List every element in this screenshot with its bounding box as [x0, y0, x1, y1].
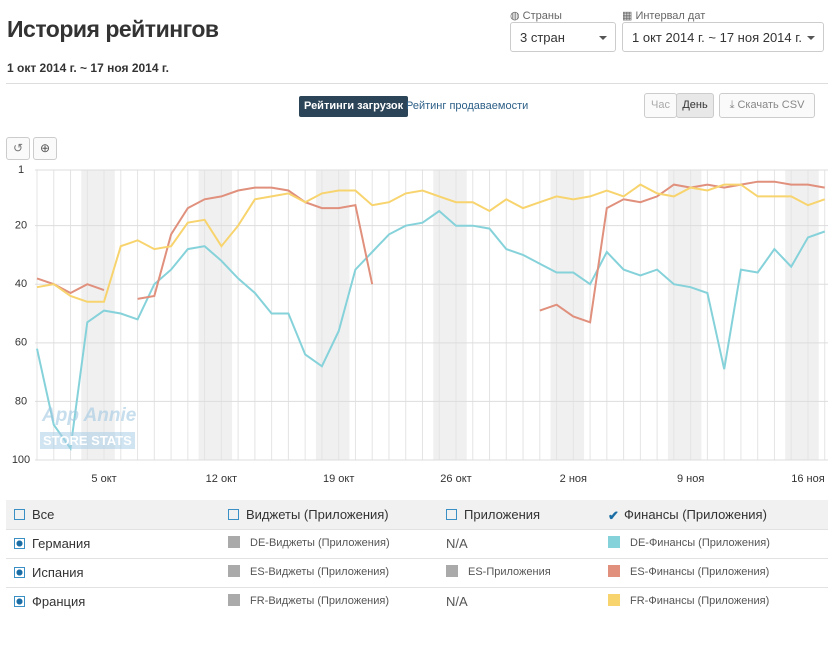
x-tick-label: 12 окт: [206, 473, 237, 485]
weekend-band: [198, 170, 233, 460]
label: DE-Финансы (Приложения): [630, 537, 770, 549]
swatch: [608, 594, 620, 606]
x-tick-label: 26 окт: [440, 473, 471, 485]
y-tick-label: 40: [15, 278, 27, 290]
x-tick-label: 19 окт: [323, 473, 354, 485]
legend-cell[interactable]: ES-Виджеты (Приложения): [228, 558, 389, 587]
legend-header: [6, 500, 828, 529]
swatch: [608, 565, 620, 577]
label: Все: [32, 507, 55, 522]
csv-button[interactable]: ⤓ Скачать CSV: [719, 93, 815, 118]
x-tick-label: 5 окт: [91, 473, 116, 485]
y-tick-label: 80: [15, 395, 27, 407]
x-tick-label: 2 ноя: [560, 473, 587, 485]
weekend-band: [433, 170, 467, 460]
checkbox[interactable]: [14, 509, 25, 520]
countries-label: ◍ Страны: [510, 10, 562, 22]
label: Финансы (Приложения): [624, 507, 767, 522]
swatch: [446, 565, 458, 577]
legend-header-cell[interactable]: Все: [14, 500, 54, 529]
legend-cell[interactable]: ES-Приложения: [446, 558, 551, 587]
checkbox[interactable]: [14, 567, 25, 578]
interval-dropdown[interactable]: 1 окт 2014 г. ~ 17 ноя 2014 г.: [622, 22, 824, 52]
label: Страны: [522, 10, 562, 22]
legend-cell[interactable]: DE-Финансы (Приложения): [608, 529, 770, 558]
legend-cell[interactable]: FR-Виджеты (Приложения): [228, 587, 389, 616]
weekend-band: [667, 170, 702, 460]
legend-header-cell[interactable]: Приложения: [446, 500, 540, 529]
legend-cell: N/A: [446, 529, 468, 558]
countries-dropdown[interactable]: 3 стран: [510, 22, 616, 52]
weekend-band: [785, 170, 819, 460]
country-cell[interactable]: Германия: [14, 529, 90, 558]
y-tick-label: 1: [18, 164, 24, 176]
legend-cell[interactable]: FR-Финансы (Приложения): [608, 587, 769, 616]
reset-button[interactable]: ↺: [6, 137, 30, 160]
swatch: [608, 536, 620, 548]
y-tick-label: 20: [15, 220, 27, 232]
series-line: [36, 209, 826, 451]
watermark: STORE STATS: [40, 432, 135, 449]
day-button[interactable]: День: [676, 93, 714, 118]
label: Интервал дат: [635, 10, 706, 22]
tab[interactable]: Рейтинг продаваемости: [406, 100, 529, 112]
label: Виджеты (Приложения): [246, 507, 389, 522]
checkbox[interactable]: [446, 509, 457, 520]
watermark: App Annie: [42, 405, 137, 426]
y-tick-label: 100: [12, 454, 30, 466]
hour-button[interactable]: Час: [644, 93, 677, 118]
swatch: [228, 536, 240, 548]
y-tick-label: 60: [15, 337, 27, 349]
swatch: [228, 565, 240, 577]
checkbox[interactable]: ✔: [608, 508, 619, 523]
checkbox[interactable]: [14, 538, 25, 549]
label: DE-Виджеты (Приложения): [250, 537, 390, 549]
zoom-button[interactable]: ⊕: [33, 137, 57, 160]
x-tick-label: 9 ноя: [677, 473, 704, 485]
legend-cell[interactable]: ES-Финансы (Приложения): [608, 558, 769, 587]
label: FR-Финансы (Приложения): [630, 595, 770, 607]
label: ES-Виджеты (Приложения): [250, 566, 390, 578]
row-divider: [6, 529, 828, 530]
weekend-band: [315, 170, 350, 460]
legend-header-cell[interactable]: ✔ Финансы (Приложения): [608, 500, 767, 529]
page-title: История рейтингов: [7, 16, 219, 42]
series-line: [36, 180, 825, 324]
checkbox[interactable]: [14, 596, 25, 607]
series-line: [36, 183, 826, 303]
label: N/A: [446, 594, 468, 609]
legend-cell[interactable]: DE-Виджеты (Приложения): [228, 529, 390, 558]
row-divider: [6, 558, 828, 559]
legend-header-cell[interactable]: Виджеты (Приложения): [228, 500, 389, 529]
label: N/A: [446, 536, 468, 551]
date-range: 1 окт 2014 г. ~ 17 ноя 2014 г.: [7, 61, 169, 75]
legend-cell: N/A: [446, 587, 468, 616]
label: Испания: [32, 565, 84, 580]
x-tick-label: 16 ноя: [791, 473, 824, 485]
swatch: [228, 594, 240, 606]
label: Скачать CSV: [737, 99, 805, 111]
row-divider: [6, 587, 828, 588]
divider: [6, 83, 828, 84]
label: Франция: [32, 594, 86, 609]
tab-active[interactable]: Рейтинги загрузок: [299, 96, 409, 117]
label: ES-Приложения: [468, 566, 551, 578]
label: Приложения: [464, 507, 541, 522]
label: ES-Финансы (Приложения): [630, 566, 770, 578]
checkbox[interactable]: [228, 509, 239, 520]
chart: 5 окт 12 окт 19 окт 26 окт 2 ноя 9 ноя 16 ноя 1…: [12, 164, 828, 485]
country-cell[interactable]: Испания: [14, 558, 84, 587]
country-cell[interactable]: Франция: [14, 587, 85, 616]
label: FR-Виджеты (Приложения): [250, 595, 390, 607]
weekend-band: [550, 170, 585, 460]
label: Германия: [32, 536, 91, 551]
interval-label: ▦ Интервал дат: [622, 10, 706, 22]
